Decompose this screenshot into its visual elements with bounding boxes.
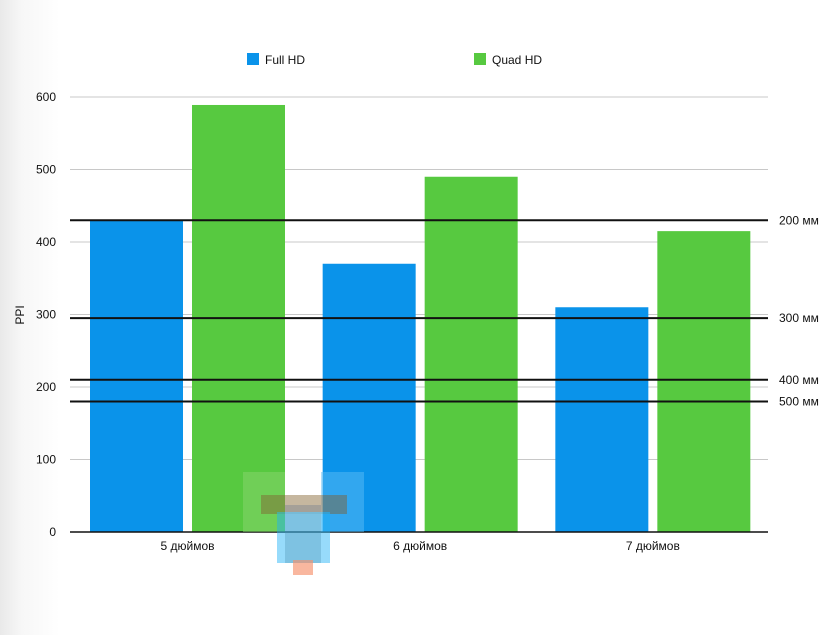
reference-line-label: 200 мм <box>779 213 819 227</box>
legend: Full HD Quad HD <box>247 53 542 67</box>
y-tick-label: 500 <box>36 163 56 177</box>
legend-label: Quad HD <box>492 53 542 67</box>
y-tick-label: 300 <box>36 308 56 322</box>
t-logo-part <box>261 495 347 514</box>
bar-quad-hd <box>657 231 751 532</box>
bars-layer <box>90 104 751 532</box>
reference-line-label: 300 мм <box>779 311 819 325</box>
bar-full-hd <box>555 307 649 532</box>
x-tick-label: 6 дюймов <box>393 539 447 553</box>
y-tick-label: 200 <box>36 380 56 394</box>
t-logo-part <box>243 472 285 532</box>
y-tick-label: 600 <box>36 90 56 104</box>
t-logo-part <box>285 505 321 563</box>
reference-line-label: 400 мм <box>779 373 819 387</box>
t-logo-part <box>293 560 313 575</box>
y-tick-label: 400 <box>36 235 56 249</box>
bar-full-hd <box>90 220 183 532</box>
legend-swatch <box>247 53 259 65</box>
grid-layer <box>70 96 768 460</box>
x-tick-label: 7 дюймов <box>626 539 680 553</box>
t-logo-part <box>321 472 364 532</box>
y-tick-label: 0 <box>49 525 56 539</box>
legend-label: Full HD <box>265 53 305 67</box>
y-axis-label: PPI <box>13 305 27 324</box>
t-logo-part <box>277 512 330 563</box>
y-tick-label: 100 <box>36 453 56 467</box>
axis-layer: 0 100 200 300 400 500 600 5 дюймов 6 дюймов 7 дюй… <box>36 90 768 553</box>
bar-full-hd <box>322 263 416 532</box>
bar-quad-hd <box>424 176 518 532</box>
legend-swatch <box>474 53 486 65</box>
x-tick-label: 5 дюймов <box>160 539 214 553</box>
reference-line-label: 500 мм <box>779 395 819 409</box>
t-logo-icon <box>243 472 364 575</box>
reference-lines-layer: 200 мм 300 мм 400 мм 500 мм <box>70 213 819 409</box>
